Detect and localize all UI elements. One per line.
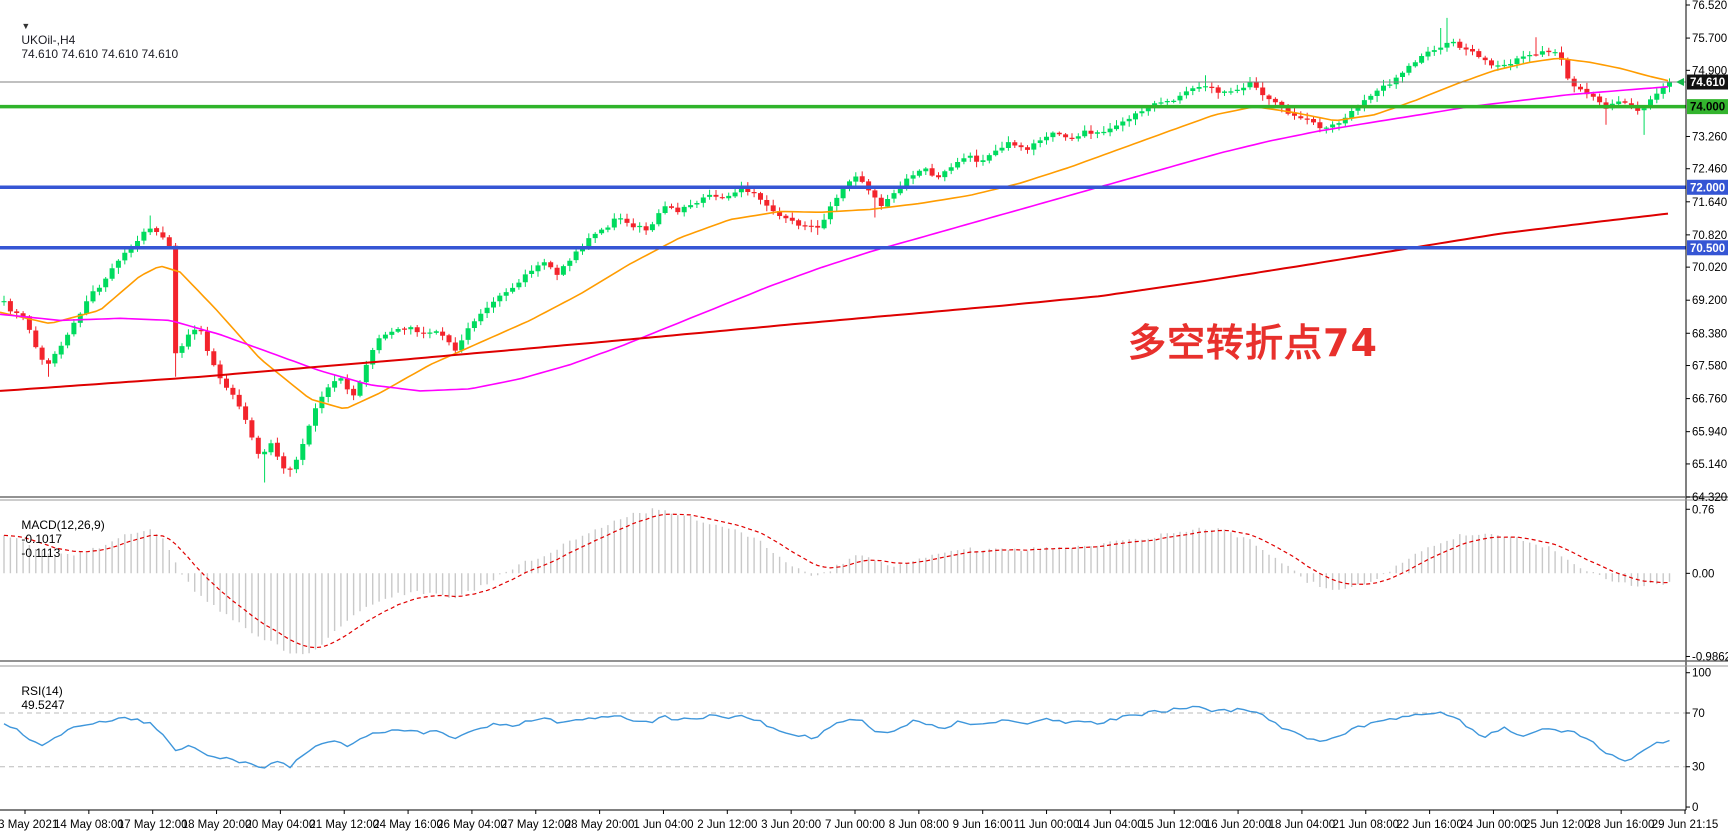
price-tick-label: 65.940 xyxy=(1692,427,1727,439)
time-tick-label: 18 May 20:00 xyxy=(182,819,252,831)
time-tick-label: 2 Jun 12:00 xyxy=(697,819,757,831)
price-level-label: 74.000 xyxy=(1687,99,1728,115)
macd-signal-line xyxy=(3,513,1670,649)
last-price-arrow xyxy=(1676,78,1684,87)
ma-mid-magenta-line xyxy=(0,86,1669,392)
time-tick-label: 21 May 12:00 xyxy=(309,819,379,831)
price-tick-label: 65.140 xyxy=(1692,459,1727,471)
time-tick-label: 22 Jun 16:00 xyxy=(1396,819,1463,831)
macd-main-value: -0.1017 xyxy=(21,532,63,546)
price-tick-label: 73.260 xyxy=(1692,131,1727,143)
rsi-name: RSI(14) xyxy=(21,684,63,698)
horizontal-levels-layer xyxy=(0,78,1686,250)
ma-fast-orange-line xyxy=(0,57,1669,409)
time-tick-label: 28 Jun 16:00 xyxy=(1588,819,1655,831)
dropdown-arrow-icon[interactable]: ▼ xyxy=(21,21,31,31)
rsi-tick-label: 30 xyxy=(1692,762,1705,774)
rsi-tick-label: 70 xyxy=(1692,708,1705,720)
price-scale[interactable]: 74.610 74.000 72.000 70.500 76.520 75.700 74.9… xyxy=(1686,0,1728,814)
time-tick-label: 28 May 20:00 xyxy=(565,819,635,831)
rsi-panel[interactable] xyxy=(0,705,1686,769)
price-label-text: 74.610 xyxy=(1690,77,1725,89)
macd-tick-label: -0.9862 xyxy=(1692,651,1728,663)
time-tick-label: 24 May 16:00 xyxy=(373,819,443,831)
price-tick-label: 74.900 xyxy=(1692,65,1727,77)
rsi-indicator-label: RSI(14) 49.5247 xyxy=(8,670,70,726)
candlestick-layer xyxy=(1,17,1672,483)
time-tick-label: 3 Jun 20:00 xyxy=(761,819,821,831)
ohlc-values: 74.610 74.610 74.610 74.610 xyxy=(21,47,179,61)
price-tick-label: 67.580 xyxy=(1692,361,1727,373)
price-label-text: 70.500 xyxy=(1690,243,1725,255)
last-price-label: 74.610 xyxy=(1687,74,1728,90)
price-label-box xyxy=(1687,74,1728,90)
macd-indicator-label: MACD(12,26,9) -0.1017 -0.1113 xyxy=(8,504,110,574)
time-tick-label: 26 May 04:00 xyxy=(437,819,507,831)
macd-name: MACD(12,26,9) xyxy=(21,518,105,532)
time-tick-label: 27 May 12:00 xyxy=(501,819,571,831)
time-tick-label: 14 Jun 04:00 xyxy=(1077,819,1144,831)
price-tick-label: 70.020 xyxy=(1692,262,1727,274)
annotation-text[interactable]: 多空转折点74 xyxy=(1128,321,1378,365)
rsi-tick-label: 0 xyxy=(1692,802,1698,814)
price-label-text: 74.000 xyxy=(1690,102,1725,114)
price-level-label: 72.000 xyxy=(1687,179,1728,195)
time-tick-label: 29 Jun 21:15 xyxy=(1652,819,1719,831)
time-tick-label: 14 May 08:00 xyxy=(54,819,124,831)
time-tick-label: 8 Jun 08:00 xyxy=(889,819,949,831)
time-tick-label: 9 Jun 16:00 xyxy=(953,819,1013,831)
time-tick-label: 16 Jun 20:00 xyxy=(1205,819,1272,831)
ma-slow-red-line xyxy=(0,212,1669,392)
price-tick-label: 70.820 xyxy=(1692,230,1727,242)
symbol-ohlc-label: ▼ UKOil-,H4 74.610 74.610 74.610 74.610 xyxy=(8,4,183,75)
time-tick-label: 13 May 2021 xyxy=(0,819,58,831)
macd-tick-label: 0.00 xyxy=(1692,568,1714,580)
price-tick-label: 68.380 xyxy=(1692,328,1727,340)
symbol-name: UKOil-,H4 xyxy=(21,33,76,47)
time-tick-label: 25 Jun 12:00 xyxy=(1524,819,1591,831)
price-tick-label: 69.200 xyxy=(1692,295,1727,307)
price-tick-label: 71.640 xyxy=(1692,197,1727,209)
chart-frame xyxy=(0,0,1728,811)
time-tick-label: 20 May 04:00 xyxy=(246,819,316,831)
price-tick-label: 64.320 xyxy=(1692,492,1727,504)
time-tick-label: 24 Jun 00:00 xyxy=(1460,819,1527,831)
time-tick-label: 1 Jun 04:00 xyxy=(633,819,693,831)
macd-histogram xyxy=(3,508,1671,655)
rsi-line xyxy=(3,705,1670,769)
time-tick-label: 15 Jun 12:00 xyxy=(1141,819,1208,831)
price-tick-label: 66.760 xyxy=(1692,394,1727,406)
price-tick-label: 75.700 xyxy=(1692,33,1727,45)
macd-tick-label: 0.76 xyxy=(1692,504,1714,516)
time-tick-label: 18 Jun 04:00 xyxy=(1269,819,1336,831)
price-tick-label: 72.460 xyxy=(1692,164,1727,176)
time-tick-label: 17 May 12:00 xyxy=(118,819,188,831)
price-label-box xyxy=(1687,99,1728,115)
price-level-label: 70.500 xyxy=(1687,240,1728,256)
price-label-box xyxy=(1687,240,1728,256)
time-tick-label: 7 Jun 00:00 xyxy=(825,819,885,831)
price-tick-label: 76.520 xyxy=(1692,0,1727,12)
rsi-value: 49.5247 xyxy=(21,698,65,712)
macd-signal-value: -0.1113 xyxy=(21,546,61,560)
price-label-box xyxy=(1687,179,1728,195)
time-tick-label: 21 Jun 08:00 xyxy=(1333,819,1400,831)
time-tick-label: 11 Jun 00:00 xyxy=(1014,819,1080,831)
rsi-tick-label: 100 xyxy=(1692,668,1711,680)
macd-panel[interactable] xyxy=(3,508,1671,655)
price-label-text: 72.000 xyxy=(1690,182,1725,194)
